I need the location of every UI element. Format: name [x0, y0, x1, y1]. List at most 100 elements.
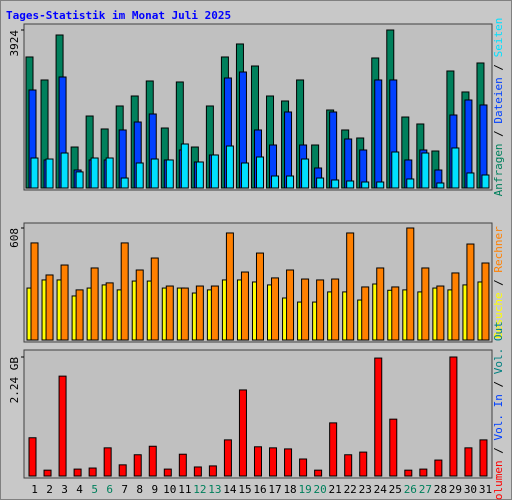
bar [30, 242, 39, 341]
bar [464, 447, 473, 477]
bar [120, 177, 129, 189]
bar [255, 252, 264, 341]
bar [436, 285, 445, 341]
bar [451, 147, 460, 189]
bar [195, 161, 204, 189]
bar [421, 267, 430, 341]
x-tick-label: 9 [151, 483, 158, 496]
x-tick-label: 19 [298, 483, 311, 496]
bar [133, 454, 142, 477]
bar [419, 468, 428, 477]
bar [45, 158, 54, 189]
legend-entry: Seiten [492, 18, 505, 58]
bar [314, 469, 323, 477]
bar [73, 468, 82, 477]
bar [331, 179, 340, 189]
bar [240, 162, 249, 189]
bar [466, 172, 475, 189]
bar [329, 422, 338, 477]
bar [60, 264, 69, 341]
legend-separator: / [492, 124, 505, 144]
bar [329, 111, 338, 189]
bar [150, 158, 159, 189]
legend-entry: Anfragen [492, 143, 505, 196]
bar [253, 446, 262, 477]
bar [225, 232, 234, 341]
legend-separator: / [492, 374, 505, 394]
legend: Volumen / Vol. In / Vol. Out [492, 321, 505, 500]
bar [150, 257, 159, 341]
x-tick-label: 29 [449, 483, 462, 496]
bar [404, 469, 413, 477]
bar [421, 152, 430, 189]
x-tick-label: 16 [253, 483, 266, 496]
bar [406, 227, 415, 341]
bar [299, 458, 308, 477]
y-tick-label: 2.24 GB [8, 357, 21, 404]
x-tick-label: 8 [136, 483, 143, 496]
legend: Anfragen / Dateien / Seiten [492, 18, 505, 197]
bar [346, 180, 355, 189]
x-tick-label: 13 [208, 483, 221, 496]
bar [271, 277, 280, 341]
bar [376, 181, 385, 189]
x-tick-label: 27 [419, 483, 432, 496]
bar [195, 285, 204, 341]
x-tick-label: 1 [31, 483, 38, 496]
bar [374, 357, 383, 477]
bar [208, 465, 217, 477]
bar [135, 162, 144, 189]
x-tick-label: 3 [61, 483, 68, 496]
x-tick-label: 30 [464, 483, 477, 496]
x-tick-label: 10 [163, 483, 176, 496]
bar [301, 278, 310, 341]
bar [301, 158, 310, 189]
chart-title: Tages-Statistik im Monat Juli 2025 [6, 9, 231, 22]
bar [105, 157, 114, 189]
bar [346, 232, 355, 341]
bar [30, 157, 39, 189]
bar [359, 451, 368, 477]
bar [449, 356, 458, 477]
bar [376, 267, 385, 341]
bar [434, 459, 443, 477]
x-tick-label: 2 [46, 483, 53, 496]
legend-separator: / [492, 57, 505, 77]
legend-entry: Besuche [492, 292, 505, 338]
x-tick-label: 21 [329, 483, 342, 496]
x-tick-label: 11 [178, 483, 191, 496]
x-tick-label: 20 [314, 483, 327, 496]
legend-separator: / [492, 273, 505, 293]
bar [436, 182, 445, 189]
bar [466, 243, 475, 341]
y-tick-label: 3924 [8, 30, 21, 57]
bar [118, 464, 127, 477]
bar [105, 282, 114, 341]
bar [75, 289, 84, 341]
x-tick-label: 14 [223, 483, 237, 496]
x-tick-label: 5 [91, 483, 98, 496]
legend-entry: Vol. In [492, 394, 505, 440]
bar [163, 468, 172, 477]
bar [240, 271, 249, 341]
bar [165, 285, 174, 341]
x-tick-label: 7 [121, 483, 128, 496]
bar [178, 453, 187, 477]
legend-entry: Rechner [492, 226, 505, 273]
bar [58, 375, 67, 477]
bar [391, 286, 400, 341]
x-tick-label: 4 [76, 483, 83, 496]
bar [75, 171, 84, 189]
bar [331, 278, 340, 341]
legend-entry: Volumen [492, 460, 505, 500]
x-tick-label: 23 [359, 483, 372, 496]
bar [391, 151, 400, 189]
bar [481, 262, 490, 341]
x-tick-label: 25 [389, 483, 402, 496]
bar [43, 469, 52, 477]
x-tick-label: 15 [238, 483, 251, 496]
bar [135, 269, 144, 341]
x-tick-label: 31 [479, 483, 492, 496]
